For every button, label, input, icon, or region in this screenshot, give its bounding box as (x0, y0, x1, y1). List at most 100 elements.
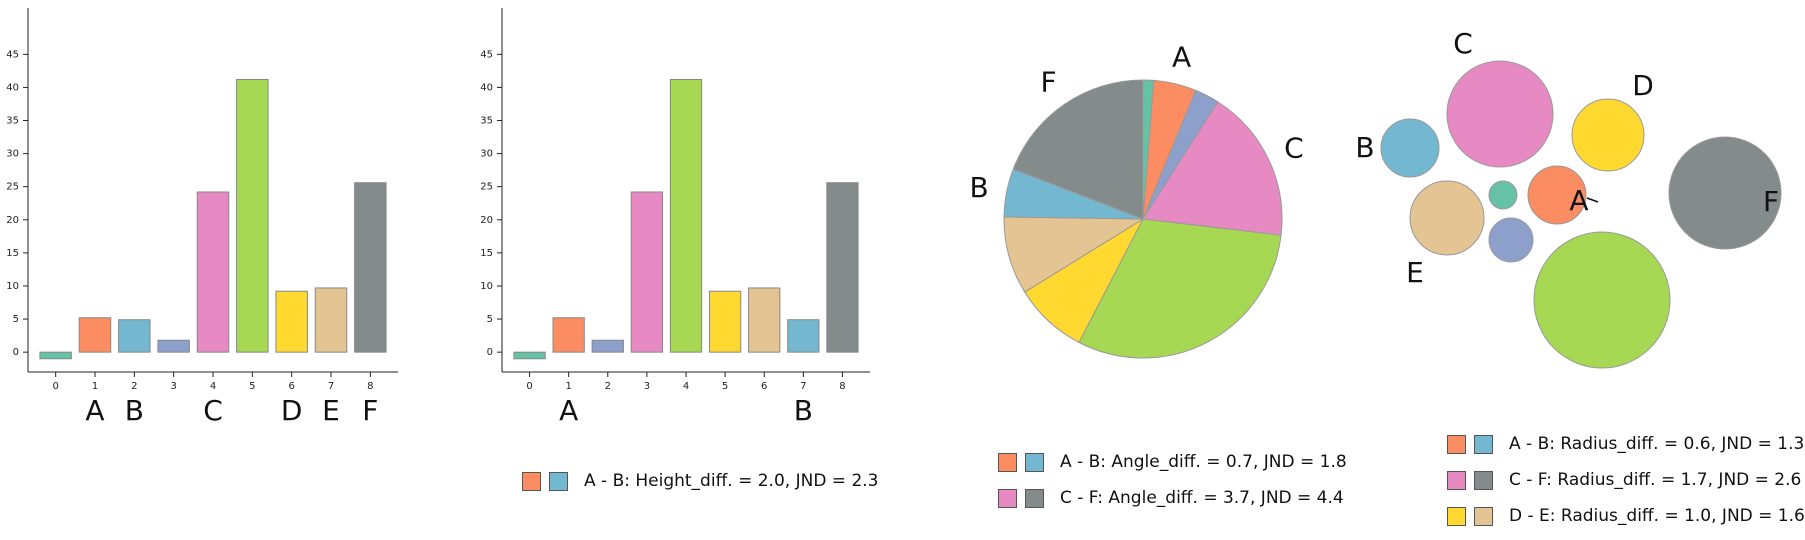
x-tick-label: 4 (210, 381, 216, 392)
bubble-label: E (1406, 256, 1424, 289)
bubble-label: A (1569, 184, 1588, 217)
y-tick-label: 25 (6, 182, 19, 193)
bar (118, 319, 151, 353)
bubble-circle (1527, 165, 1587, 225)
bar-marker-label: C (203, 394, 223, 427)
legend-swatch (1447, 434, 1466, 454)
y-tick-label: 40 (480, 82, 493, 93)
bar (39, 351, 72, 360)
y-tick-label: 10 (6, 281, 19, 292)
legend-swatch (549, 471, 568, 491)
legend-entry: C - F: Angle_diff. = 3.7, JND = 4.4 (998, 486, 1347, 510)
y-tick-label: 30 (6, 149, 19, 160)
x-tick-label: 1 (92, 381, 98, 392)
bubble-circle (1668, 136, 1782, 250)
y-tick-label: 20 (6, 215, 19, 226)
legend-text: A - B: Radius_diff. = 0.6, JND = 1.3 (1509, 434, 1805, 454)
pie-slice-label: C (1284, 131, 1304, 164)
legend-swatch (1474, 506, 1493, 526)
y-tick-label: 15 (6, 248, 19, 259)
bar-marker-label: E (322, 394, 340, 427)
legend-pie-chart: A - B: Angle_diff. = 0.7, JND = 1.8 C - F… (998, 450, 1347, 522)
x-tick-label: 8 (839, 381, 845, 392)
y-tick-label: 0 (13, 347, 19, 358)
bar (513, 351, 546, 360)
legend-text: A - B: Height_diff. = 2.0, JND = 2.3 (584, 471, 879, 491)
legend-bubble-chart: A - B: Radius_diff. = 0.6, JND = 1.3 C - … (1447, 432, 1805, 540)
pie-slice (1142, 101, 1283, 236)
pie-slice-label: A (1172, 41, 1191, 74)
bar-marker-label: D (281, 394, 303, 427)
y-tick-label: 35 (480, 116, 493, 127)
y-tick-label: 20 (480, 215, 493, 226)
legend-swatch (998, 452, 1017, 472)
bar (196, 191, 230, 353)
y-tick-label: 15 (480, 248, 493, 259)
x-tick-label: 3 (644, 381, 650, 392)
legend-swatch (998, 488, 1017, 508)
bubble-label: F (1763, 185, 1779, 218)
y-tick-label: 5 (487, 314, 493, 325)
bar-marker-label: F (362, 394, 378, 427)
x-tick-label: 7 (328, 381, 334, 392)
legend-text: C - F: Angle_diff. = 3.7, JND = 4.4 (1060, 488, 1344, 508)
bar (591, 339, 624, 353)
legend-entry: D - E: Radius_diff. = 1.0, JND = 1.6 (1447, 504, 1805, 528)
pie-slice-label: F (1040, 65, 1056, 98)
bar (787, 319, 820, 353)
x-tick-label: 0 (52, 381, 58, 392)
bar (354, 182, 387, 353)
legend-swatch (1447, 470, 1466, 490)
bubble-label: D (1632, 69, 1654, 102)
pie-slice (1003, 216, 1145, 293)
pie-slice (1012, 79, 1144, 220)
bar-chart-1: 0 5 10 15 20 25 30 35 40 45 0 1 A 2 B 3 4 C 5 6 D 7 E 8 F (6, 8, 398, 427)
legend-entry: A - B: Angle_diff. = 0.7, JND = 1.8 (998, 450, 1347, 474)
y-tick-label: 45 (480, 49, 493, 60)
y-tick-label: 45 (6, 49, 19, 60)
y-tick-label: 30 (480, 149, 493, 160)
x-tick-label: 6 (761, 381, 767, 392)
bubble-circle (1488, 217, 1534, 263)
legend-swatch (1025, 488, 1044, 508)
bar (236, 78, 269, 353)
x-tick-label: 2 (605, 381, 611, 392)
bar-marker-label: A (559, 394, 578, 427)
bar-marker-label: B (794, 394, 813, 427)
bar (669, 78, 703, 353)
bubble-circle (1533, 231, 1671, 369)
legend-entry: A - B: Radius_diff. = 0.6, JND = 1.3 (1447, 432, 1805, 456)
bubble-label: B (1355, 131, 1374, 164)
legend-text: A - B: Angle_diff. = 0.7, JND = 1.8 (1060, 452, 1347, 472)
x-tick-label: 0 (526, 381, 532, 392)
x-tick-label: 6 (288, 381, 294, 392)
label-leader-line (1586, 197, 1599, 203)
bar (630, 191, 664, 353)
bar (552, 317, 585, 353)
x-tick-label: 4 (683, 381, 689, 392)
x-tick-label: 1 (565, 381, 571, 392)
y-tick-label: 0 (487, 347, 493, 358)
x-tick-label: 3 (170, 381, 176, 392)
legend-swatch (1474, 470, 1493, 490)
bar (314, 287, 348, 353)
legend-bar-chart-2: A - B: Height_diff. = 2.0, JND = 2.3 (522, 469, 879, 505)
bubble-circle (1571, 98, 1645, 172)
x-tick-label: 8 (367, 381, 373, 392)
bar-marker-label: A (85, 394, 104, 427)
bubble-circle (1409, 180, 1485, 256)
x-tick-label: 7 (800, 381, 806, 392)
y-tick-label: 40 (6, 82, 19, 93)
bar (826, 182, 859, 353)
x-tick-label: 2 (131, 381, 137, 392)
legend-entry: C - F: Radius_diff. = 1.7, JND = 2.6 (1447, 468, 1805, 492)
pie-slice (1078, 218, 1282, 359)
pie-chart: A C B F (969, 41, 1304, 359)
legend-text: D - E: Radius_diff. = 1.0, JND = 1.6 (1509, 506, 1805, 526)
legend-swatch (522, 471, 541, 491)
bar (708, 290, 742, 353)
y-tick-label: 25 (480, 182, 493, 193)
bar (275, 290, 308, 353)
